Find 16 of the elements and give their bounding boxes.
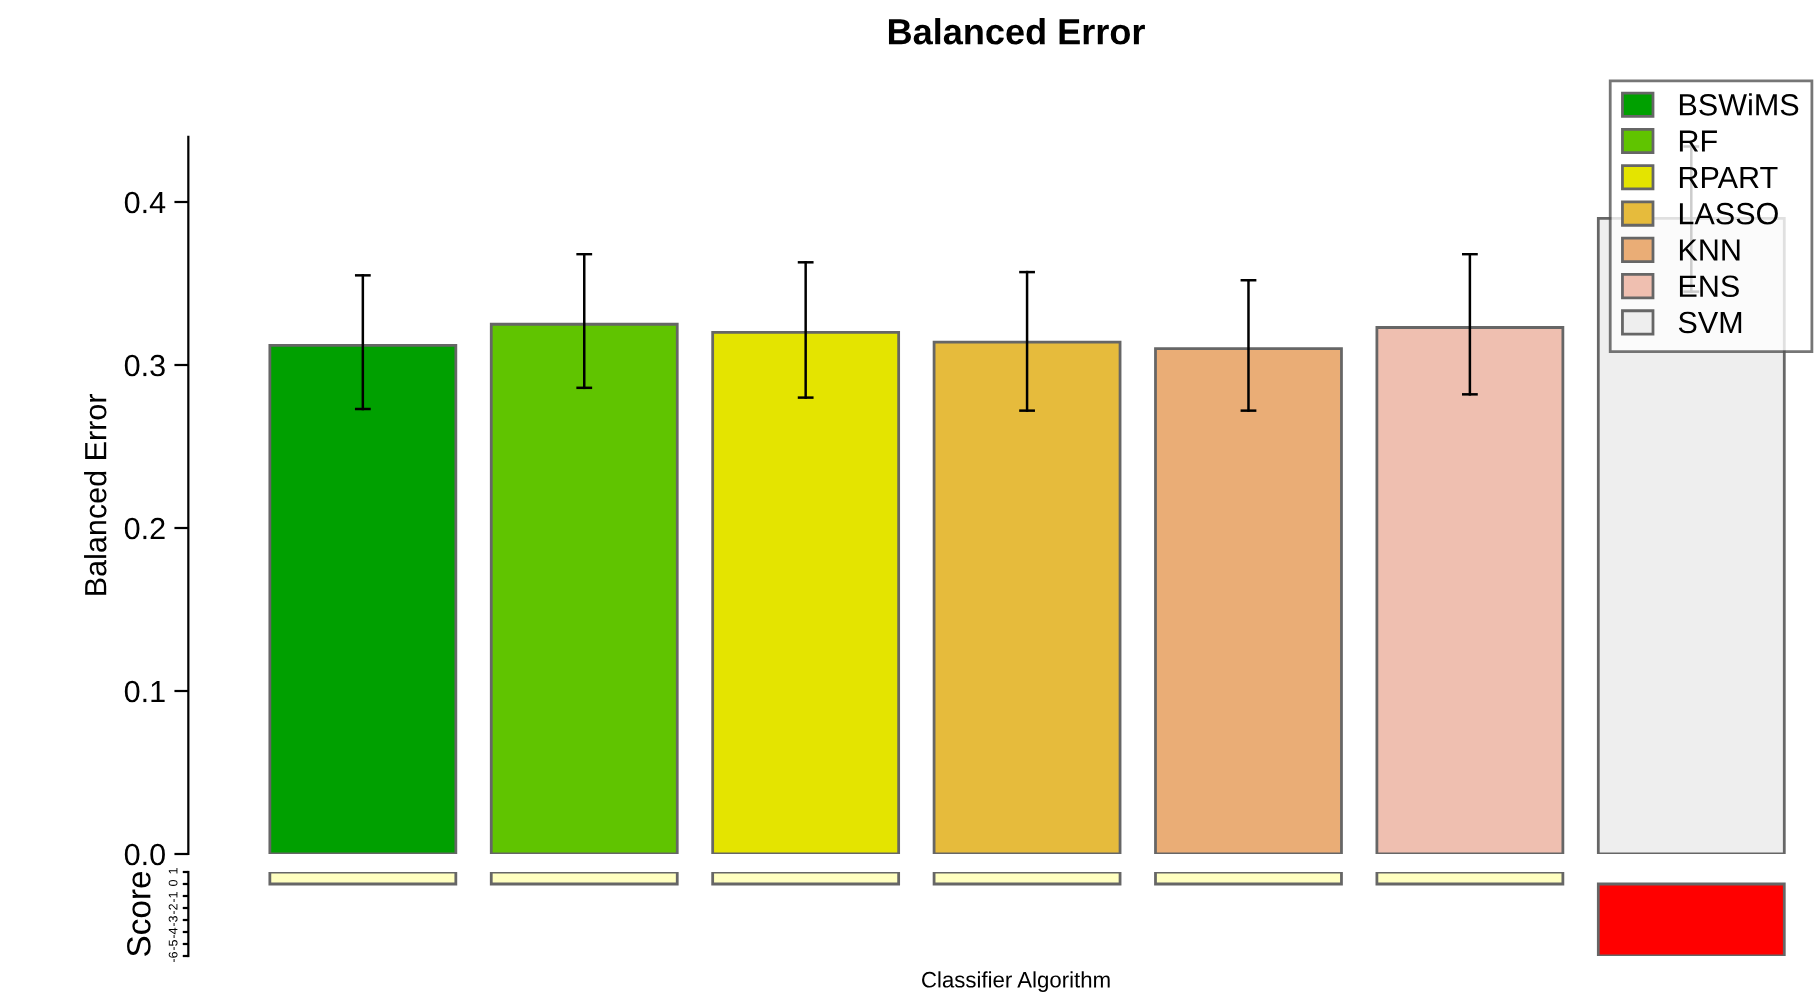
- chart-title: Balanced Error: [888, 18, 1145, 45]
- legend-label: ENS: [1679, 275, 1739, 298]
- y-tick-label: 0.0: [124, 843, 165, 866]
- y-axis-title: Balanced Error: [84, 394, 107, 595]
- legend-label: RF: [1679, 130, 1717, 152]
- y-axis-title: Score: [127, 871, 151, 957]
- legend-label: KNN: [1679, 239, 1740, 261]
- y-tick-label: 0.4: [124, 191, 166, 214]
- y-tick-label: 0.2: [124, 517, 165, 540]
- legend-label: BSWiMS: [1679, 93, 1799, 116]
- y-tick-label: 0.3: [124, 354, 165, 377]
- legend-label: RPART: [1679, 166, 1778, 188]
- legend-label: LASSO: [1679, 202, 1778, 225]
- legend-label: SVM: [1678, 311, 1742, 334]
- y-tick-label: 0.1: [124, 680, 165, 703]
- x-axis-title: Classifier Algorithm: [922, 971, 1110, 992]
